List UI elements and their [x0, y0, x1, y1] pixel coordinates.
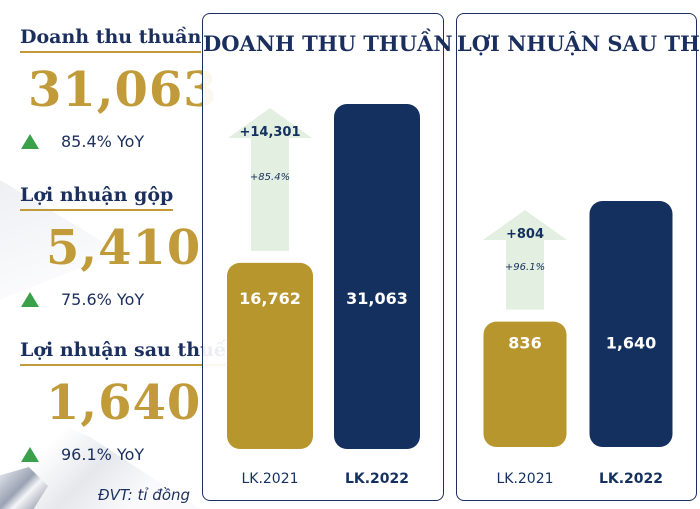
- chart-title: DOANH THU THUẦN: [203, 31, 453, 56]
- kpi-value-net-profit: 1,640: [46, 375, 202, 431]
- growth-arrow: [483, 210, 567, 310]
- kpi-yoy-text: 96.1% YoY: [61, 445, 145, 464]
- kpi-value-gross-profit: 5,410: [46, 220, 202, 276]
- triangle-up-icon: [21, 447, 39, 462]
- kpi-label-revenue: Doanh thu thuần: [20, 26, 202, 53]
- change-label: +804: [506, 227, 544, 242]
- data-label: 16,762: [239, 289, 301, 308]
- bar-lk.2022: [589, 201, 673, 447]
- data-label: 31,063: [346, 289, 408, 308]
- bar-lk.2022: [334, 104, 420, 449]
- unit-note: ĐVT: tỉ đồng: [98, 486, 191, 504]
- triangle-up-icon: [21, 134, 39, 149]
- data-label: 836: [508, 334, 541, 353]
- bar-lk.2021: [483, 321, 567, 447]
- x-tick-label: LK.2022: [345, 471, 409, 487]
- kpi-label-gross-profit: Lợi nhuận gộp: [20, 184, 174, 211]
- x-tick-label: LK.2021: [496, 471, 553, 487]
- kpi-yoy-text: 75.6% YoY: [61, 290, 145, 309]
- net-profit-chart-panel: LỢI NHUẬN SAU THUẾ +804 +96.1% 836 LK.2021 1…: [456, 13, 700, 501]
- net-profit-bar-chart: +804 +96.1% 836 LK.2021 1,640 LK.2022: [483, 201, 673, 487]
- triangle-up-icon: [21, 292, 39, 307]
- change-pct-label: +96.1%: [505, 262, 545, 273]
- kpi-yoy-net-profit: 96.1% YoY: [20, 445, 144, 464]
- revenue-bar-chart: +14,301 +85.4% 16,762 LK.2021 31,063 LK.2022: [227, 104, 420, 487]
- revenue-chart-panel: DOANH THU THUẦN +14,301 +85.4% 16,762 LK.20…: [202, 13, 453, 501]
- kpi-yoy-text: 85.4% YoY: [61, 132, 145, 151]
- x-tick-label: LK.2022: [599, 471, 663, 487]
- growth-arrow: [228, 108, 312, 251]
- change-label: +14,301: [239, 125, 300, 140]
- change-pct-label: +85.4%: [250, 172, 290, 183]
- kpi-yoy-revenue: 85.4% YoY: [20, 132, 144, 151]
- x-tick-label: LK.2021: [241, 471, 298, 487]
- data-label: 1,640: [606, 334, 657, 353]
- bar-lk.2021: [227, 262, 313, 449]
- kpi-value-revenue: 31,063: [28, 62, 218, 118]
- chart-title: LỢI NHUẬN SAU THUẾ: [457, 31, 700, 56]
- kpi-label-net-profit: Lợi nhuận sau thuế: [20, 339, 226, 366]
- kpi-yoy-gross-profit: 75.6% YoY: [20, 290, 144, 309]
